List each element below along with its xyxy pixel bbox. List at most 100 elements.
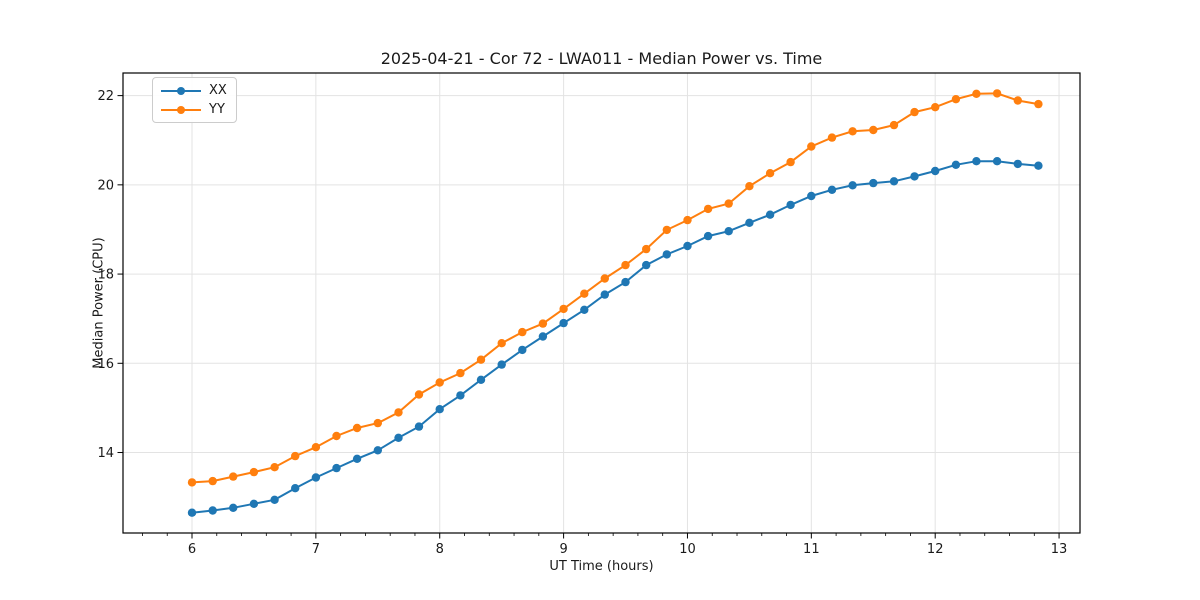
x-tick-label: 7 bbox=[312, 542, 320, 557]
data-point-xx bbox=[703, 231, 713, 241]
data-point-yy bbox=[1034, 99, 1043, 109]
data-point-xx bbox=[538, 332, 548, 341]
data-point-yy bbox=[786, 157, 795, 167]
data-point-yy bbox=[621, 260, 630, 270]
legend-item-yy: YY bbox=[161, 102, 227, 117]
data-point-xx bbox=[662, 250, 671, 259]
data-point-yy bbox=[931, 103, 940, 112]
data-point-xx bbox=[642, 260, 651, 270]
legend-label-xx: XX bbox=[209, 83, 227, 98]
legend-sample-yy bbox=[161, 105, 201, 115]
x-tick-label: 12 bbox=[927, 542, 944, 557]
data-point-xx bbox=[580, 305, 589, 314]
data-point-xx bbox=[373, 446, 382, 455]
data-point-yy bbox=[456, 368, 465, 378]
data-point-yy bbox=[951, 95, 961, 104]
data-point-yy bbox=[538, 319, 548, 328]
legend-item-xx: XX bbox=[161, 83, 227, 98]
data-point-xx bbox=[249, 499, 259, 508]
x-tick-label: 8 bbox=[436, 542, 444, 557]
data-point-yy bbox=[373, 418, 382, 428]
data-point-xx bbox=[724, 227, 733, 236]
x-axis-label: UT Time (hours) bbox=[549, 559, 654, 574]
data-point-yy bbox=[642, 244, 651, 254]
data-point-xx bbox=[869, 178, 878, 188]
data-point-yy bbox=[745, 182, 754, 191]
data-point-xx bbox=[559, 318, 568, 328]
data-point-xx bbox=[229, 503, 238, 512]
series-line-xx bbox=[191, 160, 1039, 514]
data-point-xx bbox=[291, 484, 300, 493]
data-point-xx bbox=[992, 157, 1002, 166]
data-point-yy bbox=[476, 355, 486, 364]
data-point-xx bbox=[848, 181, 857, 190]
data-point-xx bbox=[332, 463, 341, 473]
data-point-xx bbox=[518, 345, 527, 355]
y-tick-label: 20 bbox=[97, 178, 114, 193]
data-point-yy bbox=[972, 89, 981, 99]
data-point-yy bbox=[662, 225, 671, 235]
data-point-yy bbox=[703, 204, 713, 214]
x-tick-label: 11 bbox=[803, 542, 820, 557]
y-tick-label: 18 bbox=[97, 268, 114, 283]
y-tick-label: 14 bbox=[97, 446, 114, 461]
data-point-yy bbox=[518, 327, 527, 337]
data-point-yy bbox=[435, 378, 444, 387]
data-point-xx bbox=[435, 405, 444, 414]
data-point-yy bbox=[910, 107, 919, 117]
data-point-xx bbox=[765, 210, 775, 219]
data-point-yy bbox=[497, 339, 506, 348]
legend-sample-xx bbox=[161, 86, 201, 96]
data-point-yy bbox=[765, 169, 775, 178]
data-point-xx bbox=[208, 506, 217, 515]
data-point-xx bbox=[497, 360, 506, 369]
legend: XX YY bbox=[152, 77, 237, 123]
data-point-xx bbox=[394, 433, 403, 442]
x-tick-label: 6 bbox=[188, 542, 196, 557]
data-point-yy bbox=[869, 125, 878, 135]
y-axis-label-text: Median Power (CPU) bbox=[91, 237, 107, 369]
x-tick-label: 10 bbox=[679, 542, 696, 557]
data-point-xx bbox=[786, 200, 795, 210]
data-point-yy bbox=[600, 274, 609, 283]
plot-frame bbox=[122, 72, 1081, 534]
data-point-xx bbox=[414, 422, 424, 431]
data-point-xx bbox=[1013, 159, 1022, 169]
data-point-yy bbox=[559, 304, 568, 314]
data-point-xx bbox=[910, 172, 919, 181]
data-point-yy bbox=[187, 478, 197, 487]
data-point-xx bbox=[745, 218, 754, 227]
x-tick-label: 9 bbox=[559, 542, 567, 557]
data-point-yy bbox=[352, 423, 362, 433]
data-point-yy bbox=[992, 89, 1002, 98]
data-point-xx bbox=[683, 241, 692, 251]
data-point-yy bbox=[208, 476, 217, 486]
data-point-xx bbox=[827, 185, 837, 194]
data-point-yy bbox=[580, 289, 589, 298]
data-point-xx bbox=[621, 277, 630, 287]
data-point-yy bbox=[291, 451, 300, 461]
data-point-yy bbox=[270, 463, 279, 472]
data-point-xx bbox=[951, 160, 961, 169]
data-point-yy bbox=[724, 199, 733, 208]
x-tick-label: 13 bbox=[1051, 542, 1068, 557]
data-point-yy bbox=[827, 133, 837, 142]
data-point-yy bbox=[311, 443, 321, 452]
data-point-yy bbox=[394, 408, 403, 417]
data-point-xx bbox=[889, 177, 899, 186]
data-point-yy bbox=[848, 127, 857, 136]
data-point-yy bbox=[414, 390, 424, 399]
data-point-xx bbox=[476, 375, 486, 384]
legend-marker-icon bbox=[177, 86, 185, 95]
y-tick-label: 16 bbox=[97, 357, 114, 372]
data-point-yy bbox=[1013, 96, 1022, 105]
chart-title: 2025-04-21 - Cor 72 - LWA011 - Median Po… bbox=[380, 49, 823, 68]
data-point-xx bbox=[600, 290, 609, 299]
data-point-yy bbox=[332, 431, 341, 441]
data-point-xx bbox=[931, 166, 940, 176]
data-point-xx bbox=[807, 191, 816, 201]
data-point-xx bbox=[270, 495, 279, 504]
data-point-xx bbox=[456, 391, 465, 400]
